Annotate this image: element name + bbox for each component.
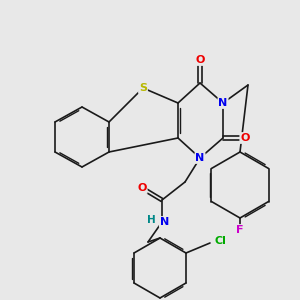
Text: N: N — [218, 98, 228, 108]
Text: Cl: Cl — [214, 236, 226, 247]
Text: H: H — [147, 214, 155, 225]
Text: O: O — [137, 183, 147, 193]
Text: S: S — [139, 83, 147, 93]
Text: N: N — [195, 153, 205, 163]
Text: N: N — [160, 217, 169, 227]
Text: O: O — [195, 55, 205, 65]
Text: F: F — [236, 225, 244, 235]
Text: O: O — [240, 133, 250, 143]
